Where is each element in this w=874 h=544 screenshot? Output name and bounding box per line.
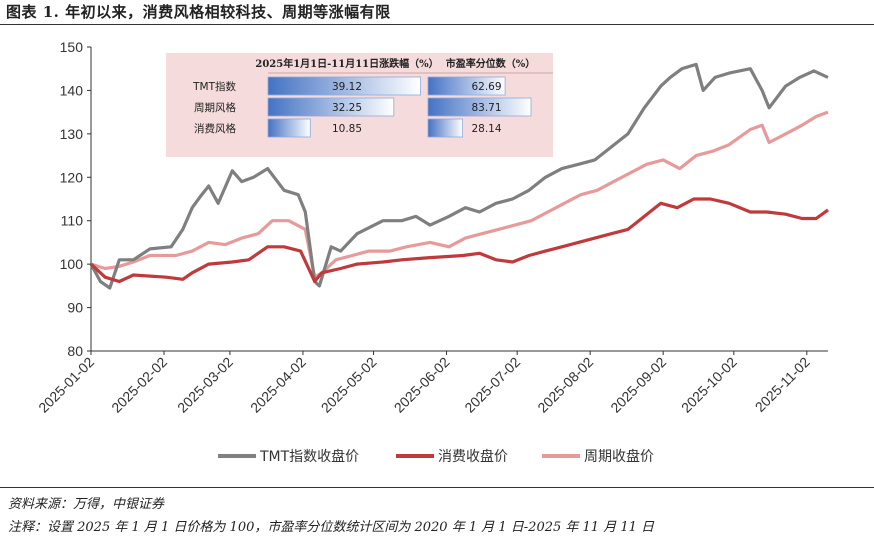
legend-label-consumer: 消费收盘价 — [438, 448, 508, 465]
series-line-tmt — [89, 62, 829, 290]
x-tick-label: 2025-11-02 — [752, 354, 813, 415]
table-value-change: 39.12 — [332, 81, 362, 93]
x-tick-label: 2025-02-02 — [108, 354, 170, 416]
x-tick-label: 2025-03-02 — [174, 354, 236, 416]
x-tick-label: 2025-05-02 — [318, 354, 380, 416]
chart: 80 90 100 110 120 130 140 150 2025-01-02 2025-02-… — [35, 39, 829, 465]
table-header-change: 2025年1月1日-11月11日涨跌幅（%） — [255, 57, 438, 70]
y-tick-label: 100 — [60, 256, 84, 272]
y-tick-label: 110 — [61, 213, 84, 229]
x-tick-label: 2025-01-02 — [35, 354, 97, 416]
title-divider — [0, 24, 874, 25]
table-value-change: 32.25 — [332, 102, 362, 114]
x-tick-label: 2025-08-02 — [534, 354, 596, 416]
table-value-pe: 28.14 — [471, 123, 501, 135]
table-bar-change — [267, 76, 422, 96]
x-tick-label: 2025-06-02 — [391, 354, 453, 416]
table-bar-change — [267, 97, 395, 117]
table-bar-pe — [427, 76, 506, 96]
table-header-pe: 市盈率分位数（%） — [446, 57, 536, 70]
table-bar-pe — [427, 118, 463, 138]
y-tick-label: 150 — [60, 39, 84, 55]
x-tick-label: 2025-04-02 — [247, 354, 309, 416]
source-text: 资料来源：万得，中银证券 — [8, 497, 165, 512]
y-tick-label: 90 — [67, 300, 83, 316]
table-bar-pe — [427, 97, 532, 117]
chart-title: 图表 1. 年初以来，消费风格相较科技、周期等涨幅有限 — [6, 3, 391, 21]
series-line-consumer — [89, 197, 829, 284]
legend-label-cyclical: 周期收盘价 — [584, 448, 654, 465]
table-value-change: 10.85 — [332, 123, 362, 135]
note-text: 注释：设置 2025 年 1 月 1 日价格为 100，市盈率分位数统计区间为 … — [8, 520, 655, 535]
y-tick-label: 140 — [60, 82, 84, 98]
legend-label-tmt: TMT指数收盘价 — [259, 448, 359, 465]
y-tick-label: 130 — [60, 126, 84, 142]
y-tick-label: 80 — [67, 343, 83, 359]
series-line-cyclical — [90, 110, 829, 279]
table-value-pe: 83.71 — [471, 102, 501, 114]
table-row-label: 周期风格 — [194, 101, 236, 114]
table-bar-change — [267, 118, 311, 138]
table-value-pe: 62.69 — [471, 81, 501, 93]
x-tick-label: 2025-10-02 — [678, 354, 740, 416]
table-row-label: TMT指数 — [192, 80, 236, 93]
y-tick-label: 120 — [60, 169, 84, 185]
table-row-label: 消费风格 — [194, 122, 236, 135]
source-divider — [0, 487, 874, 488]
x-tick-label: 2025-07-02 — [461, 354, 523, 416]
x-tick-label: 2025-09-02 — [607, 354, 669, 416]
